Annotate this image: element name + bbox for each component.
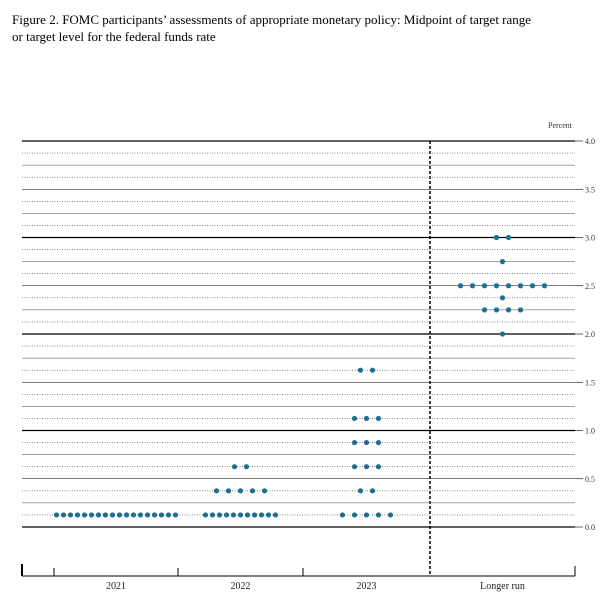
dot xyxy=(499,331,506,337)
chart-title: Figure 2. FOMC participants’ assessments… xyxy=(12,12,531,27)
dot xyxy=(499,295,506,301)
dot xyxy=(517,307,524,313)
y-tick-label: 0.5 xyxy=(585,475,595,484)
dot xyxy=(499,259,506,265)
dot xyxy=(230,512,237,518)
dot xyxy=(369,367,376,373)
dot xyxy=(172,512,179,518)
chart-title: or target level for the federal funds ra… xyxy=(12,29,216,44)
x-tick-label: 2021 xyxy=(106,581,126,592)
dot xyxy=(67,512,74,518)
y-tick-label: 1.5 xyxy=(585,378,595,387)
dot xyxy=(493,283,500,289)
dot xyxy=(505,307,512,313)
y-tick-label: 2.0 xyxy=(585,330,595,339)
dot xyxy=(249,488,256,494)
dot xyxy=(493,234,500,241)
dot xyxy=(505,234,512,241)
dot xyxy=(375,415,382,422)
dot xyxy=(237,512,244,518)
dot xyxy=(265,512,272,518)
dot xyxy=(225,488,232,494)
dot xyxy=(272,512,279,518)
dot xyxy=(457,283,464,289)
dot xyxy=(351,439,358,446)
y-tick-label: 2.5 xyxy=(585,282,595,291)
x-tick-label: Longer run xyxy=(480,581,525,592)
x-tick-label: 2022 xyxy=(231,581,251,592)
dot xyxy=(505,283,512,289)
dot xyxy=(357,367,364,373)
dot xyxy=(363,415,370,422)
dot xyxy=(529,283,536,289)
dot xyxy=(363,439,370,446)
y-tick-label: 3.0 xyxy=(585,234,595,243)
dot xyxy=(165,512,172,518)
y-tick-label: 3.5 xyxy=(585,185,595,194)
dot xyxy=(261,488,268,494)
dot xyxy=(258,512,265,518)
dot xyxy=(137,512,144,518)
dot xyxy=(116,512,123,518)
dot xyxy=(81,512,88,518)
dot xyxy=(375,464,382,470)
dot xyxy=(351,512,358,518)
dot xyxy=(109,512,116,518)
dot xyxy=(209,512,216,518)
dot xyxy=(151,512,158,518)
dot xyxy=(158,512,165,518)
dot xyxy=(517,283,524,289)
dot xyxy=(493,307,500,313)
dot xyxy=(123,512,130,518)
dot xyxy=(469,283,476,289)
dot xyxy=(339,512,346,518)
dot xyxy=(251,512,258,518)
dot xyxy=(363,512,370,518)
dot xyxy=(244,512,251,518)
dot xyxy=(130,512,137,518)
dot xyxy=(481,283,488,289)
dot xyxy=(481,307,488,313)
y-axis-label: Percent xyxy=(548,121,573,130)
dot xyxy=(102,512,109,518)
dot xyxy=(369,488,376,494)
dot xyxy=(216,512,223,518)
dot xyxy=(95,512,102,518)
dot xyxy=(53,512,60,518)
dot xyxy=(243,464,250,470)
dot xyxy=(74,512,81,518)
dot xyxy=(60,512,67,518)
dot xyxy=(375,512,382,518)
dot xyxy=(351,464,358,470)
x-tick-label: 2023 xyxy=(357,581,377,592)
y-tick-label: 0.0 xyxy=(585,523,595,532)
dot xyxy=(387,512,394,518)
dot xyxy=(202,512,209,518)
dot xyxy=(231,464,238,470)
dot xyxy=(237,488,244,494)
y-tick-label: 1.0 xyxy=(585,427,595,436)
dot xyxy=(351,415,358,422)
dot xyxy=(541,283,548,289)
dot xyxy=(363,464,370,470)
dot xyxy=(357,488,364,494)
dot xyxy=(144,512,151,518)
dot xyxy=(223,512,230,518)
dot xyxy=(213,488,220,494)
dot xyxy=(88,512,95,518)
y-tick-label: 4.0 xyxy=(585,137,595,146)
dot xyxy=(375,439,382,446)
